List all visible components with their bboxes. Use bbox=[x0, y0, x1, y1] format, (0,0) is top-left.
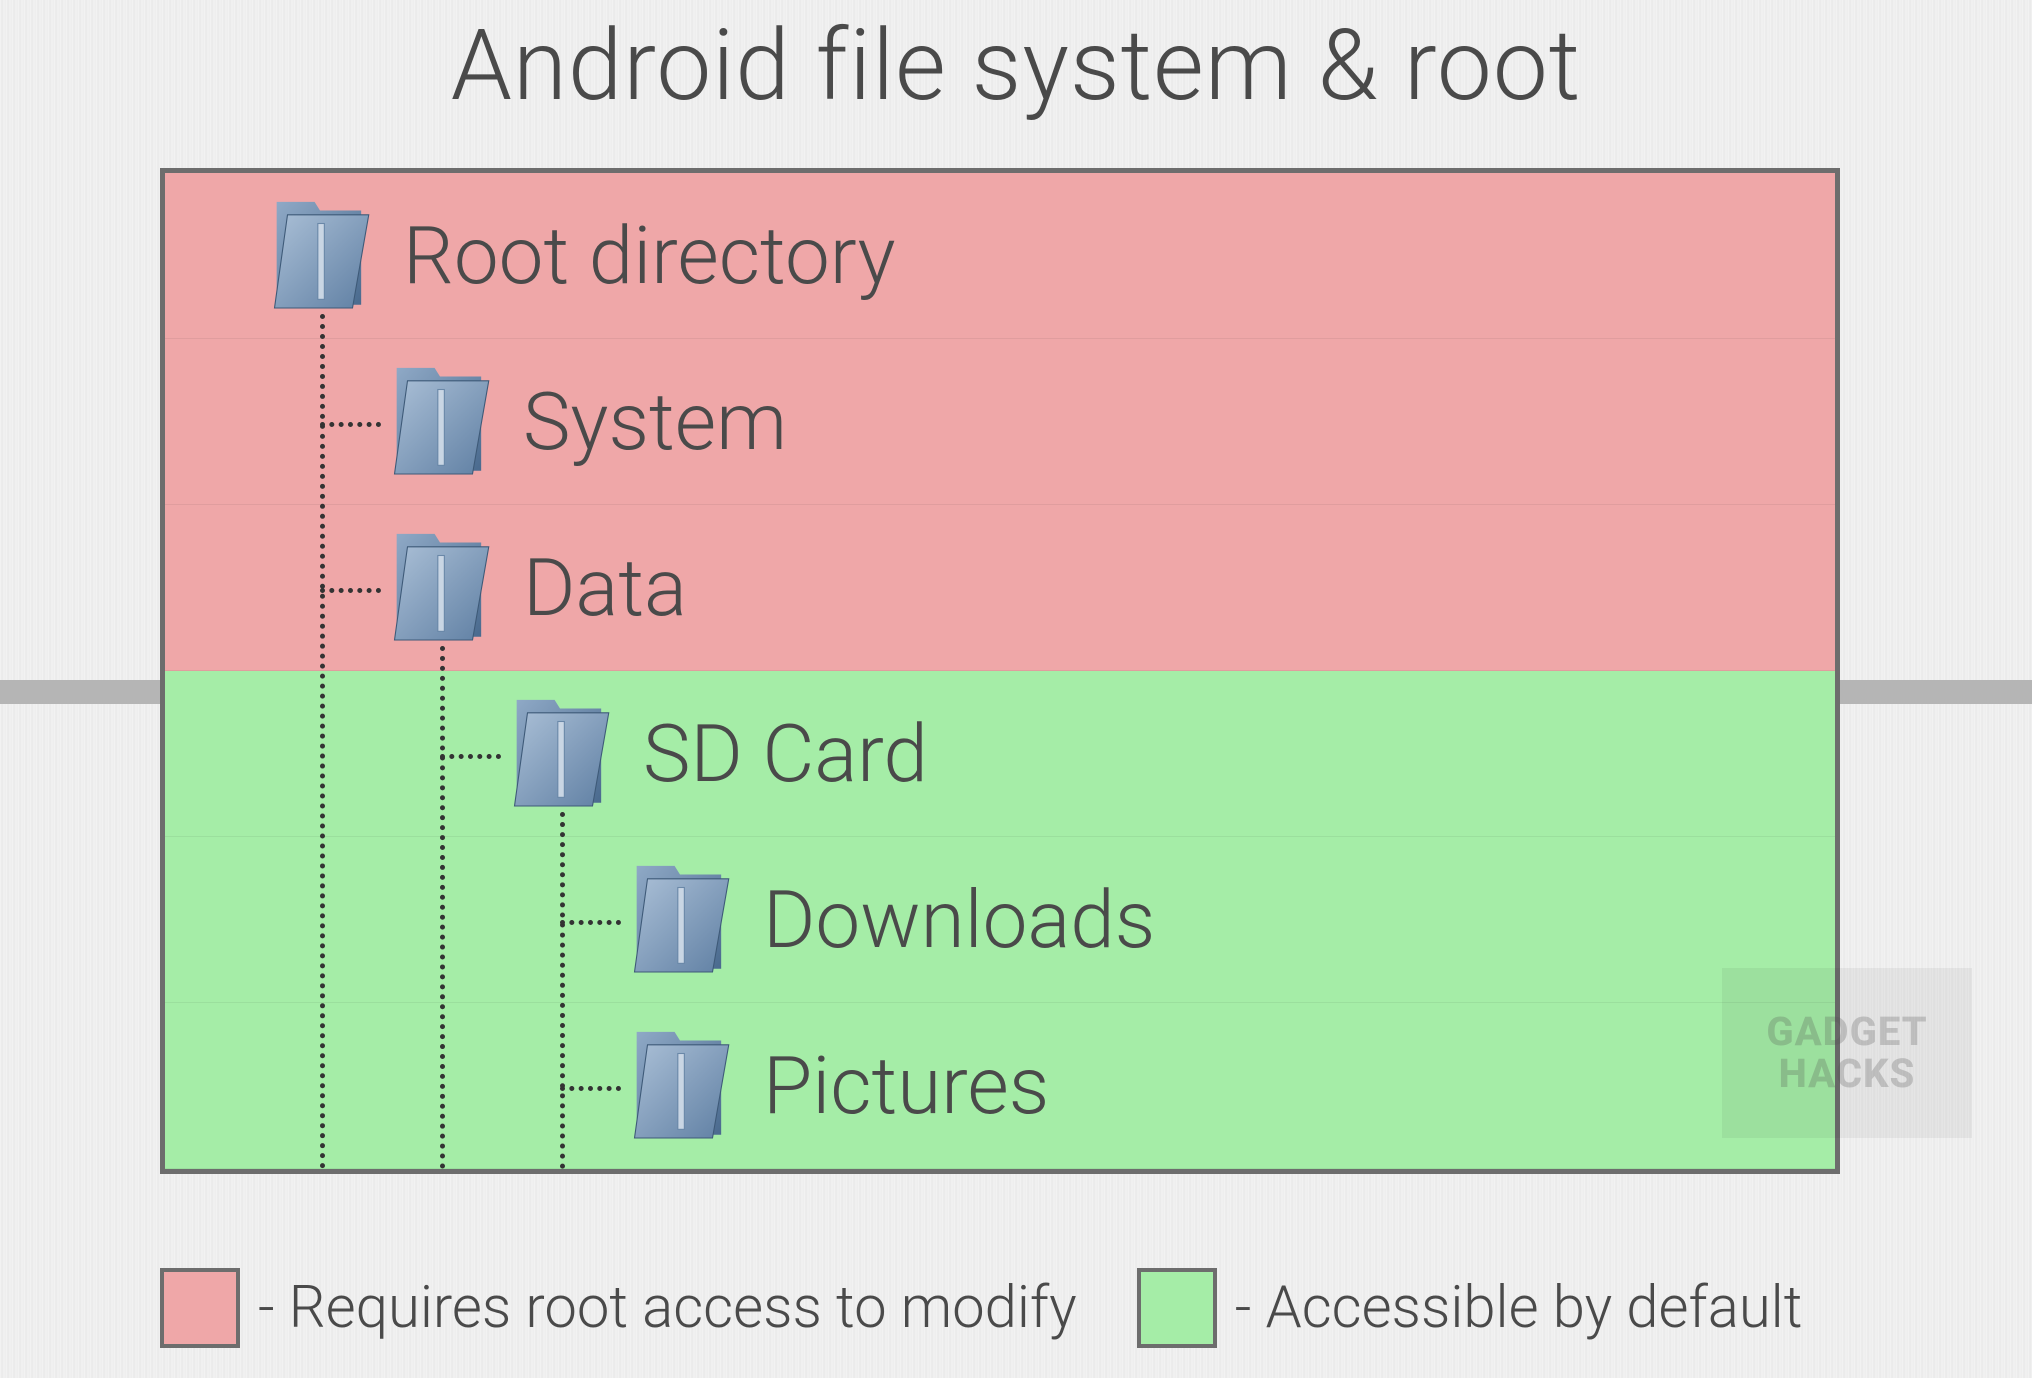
tree-container: Root directory System bbox=[160, 168, 1840, 1174]
tree-row-label: SD Card bbox=[643, 707, 928, 801]
tree-connector-vertical bbox=[440, 646, 445, 1169]
tree-row: System bbox=[165, 339, 1835, 505]
watermark: GADGET HACKS bbox=[1722, 968, 1972, 1138]
folder-icon bbox=[625, 855, 735, 985]
tree-connector-vertical bbox=[320, 314, 325, 1169]
folder-icon bbox=[625, 1021, 735, 1151]
legend-swatch-default bbox=[1137, 1268, 1217, 1348]
tree-row: Root directory bbox=[165, 173, 1835, 339]
folder-icon bbox=[385, 357, 495, 487]
legend: - Requires root access to modify - Acces… bbox=[160, 1268, 1992, 1348]
legend-swatch-root bbox=[160, 1268, 240, 1348]
tree-row: Pictures bbox=[165, 1003, 1835, 1169]
folder-icon bbox=[265, 191, 375, 321]
tree-row-label: System bbox=[523, 375, 787, 469]
legend-item-default: - Accessible by default bbox=[1137, 1268, 1803, 1348]
tree-connector-horizontal bbox=[440, 754, 501, 759]
legend-label-default: - Accessible by default bbox=[1235, 1274, 1803, 1342]
tree-connector-horizontal bbox=[320, 422, 381, 427]
tree-connector-horizontal bbox=[320, 588, 381, 593]
tree-row-label: Pictures bbox=[763, 1039, 1049, 1133]
tree-row-label: Downloads bbox=[763, 873, 1155, 967]
tree-row-label: Data bbox=[523, 541, 687, 635]
watermark-line1: GADGET bbox=[1766, 1011, 1927, 1053]
tree-row-label: Root directory bbox=[403, 209, 896, 303]
tree-row: SD Card bbox=[165, 671, 1835, 837]
tree-connector-horizontal bbox=[560, 1086, 621, 1091]
folder-icon bbox=[505, 689, 615, 819]
tree-connector-vertical bbox=[560, 812, 565, 1169]
tree-connector-horizontal bbox=[560, 920, 621, 925]
legend-label-root: - Requires root access to modify bbox=[258, 1274, 1077, 1342]
page-title: Android file system & root bbox=[0, 0, 2032, 123]
tree-row: Data bbox=[165, 505, 1835, 671]
tree-row: Downloads bbox=[165, 837, 1835, 1003]
watermark-line2: HACKS bbox=[1779, 1053, 1916, 1095]
folder-icon bbox=[385, 523, 495, 653]
legend-item-root: - Requires root access to modify bbox=[160, 1268, 1077, 1348]
